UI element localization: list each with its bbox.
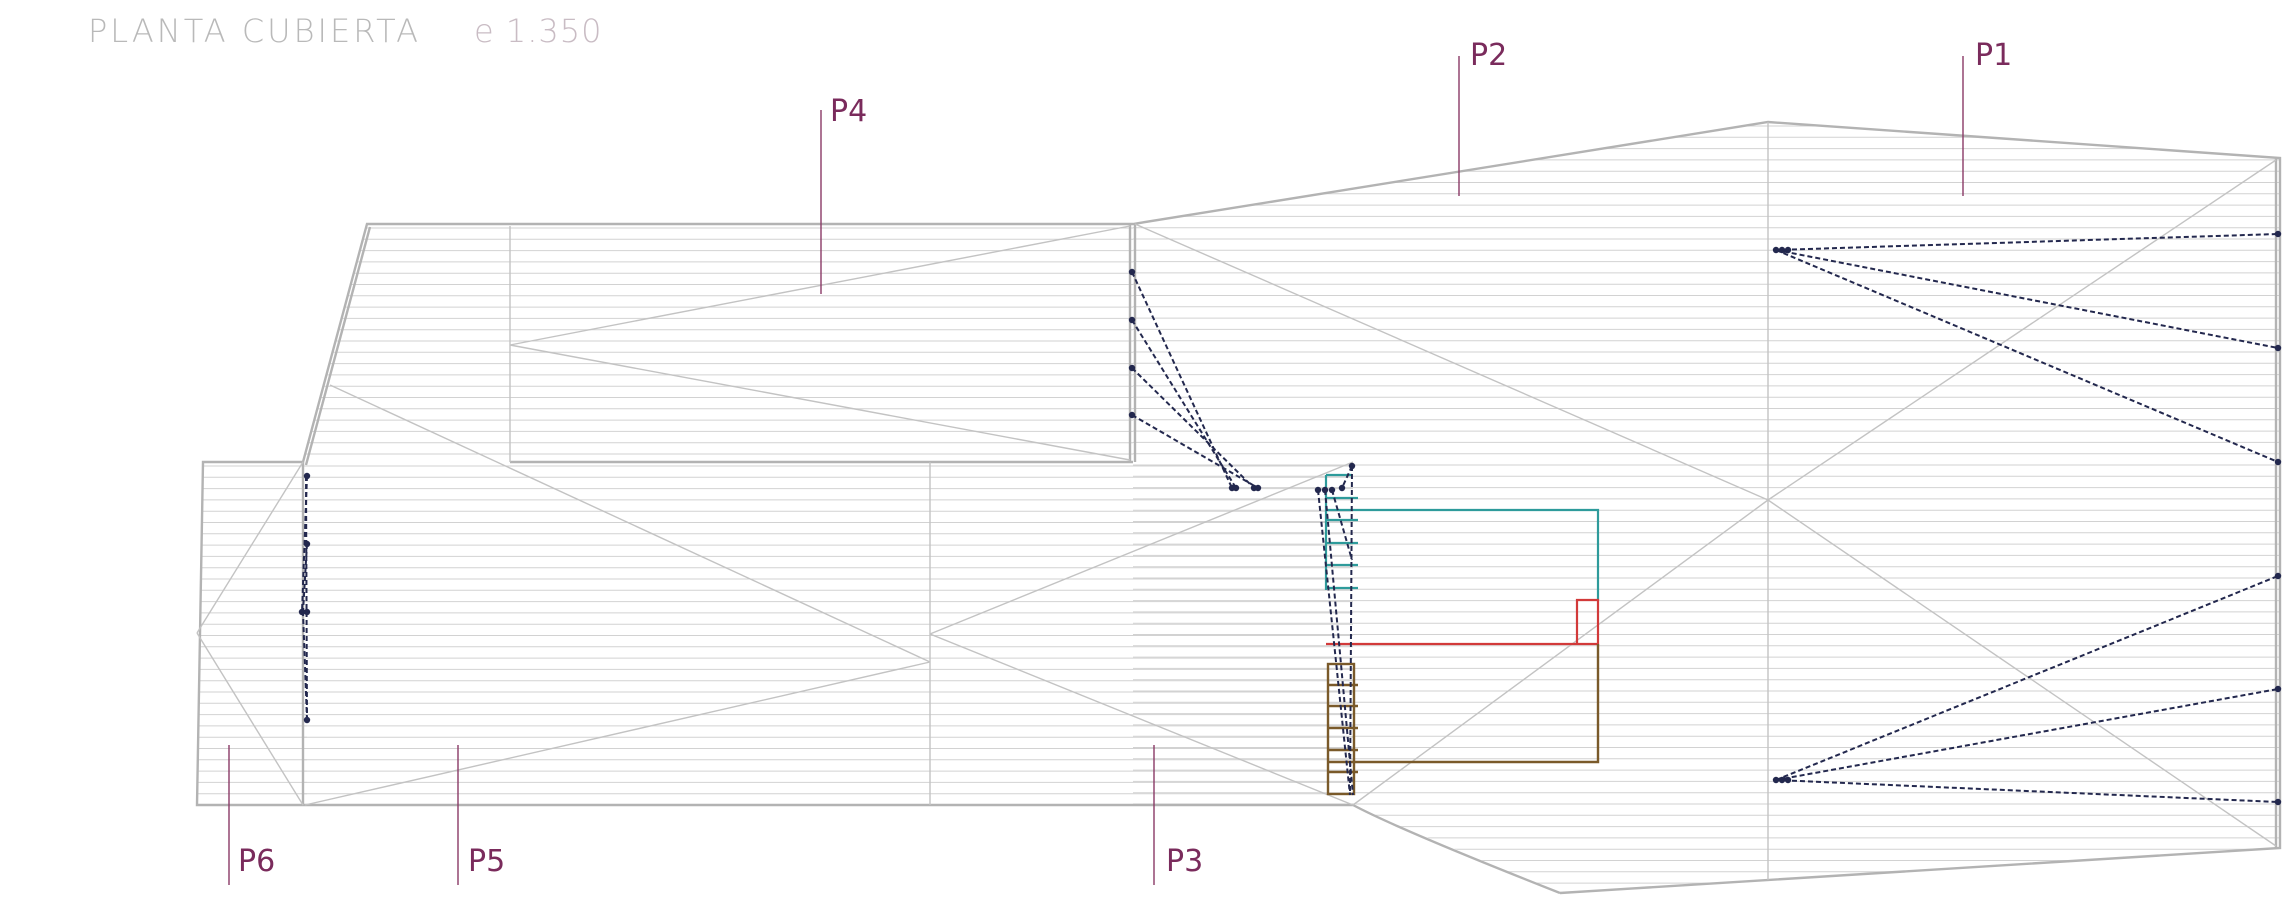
drain-point-icon <box>1232 484 1240 492</box>
label-leaders <box>228 56 1964 885</box>
drain-point-icon <box>2274 798 2282 806</box>
drain-point-icon <box>2274 572 2282 580</box>
label-p1: P1 <box>1975 38 2013 73</box>
drain-point-icon <box>1784 776 1792 784</box>
drawing-scale: e 1.350 <box>474 12 603 50</box>
label-p4: P4 <box>830 94 868 129</box>
drain-point-icon <box>303 608 311 616</box>
drain-point-icon <box>1321 486 1329 494</box>
drain-point-icon <box>1128 364 1136 372</box>
ridge-and-valley-lines <box>196 122 2277 880</box>
drain-point-icon <box>303 540 311 548</box>
drain-point-icon <box>1314 486 1322 494</box>
drawing-title: PLANTA CUBIERTA <box>88 12 422 50</box>
drain-point-icon <box>1772 246 1780 254</box>
label-p5: P5 <box>468 844 506 879</box>
label-p6: P6 <box>238 844 276 879</box>
drain-point-icon <box>1778 776 1786 784</box>
drain-point-icon <box>1778 246 1786 254</box>
drain-point-icon <box>303 472 311 480</box>
drain-point-icon <box>1254 484 1262 492</box>
drain-point-icon <box>1128 268 1136 276</box>
drain-point-icon <box>1128 316 1136 324</box>
drain-point-icon <box>1784 246 1792 254</box>
label-p2: P2 <box>1470 38 1508 73</box>
drain-point-icon <box>2274 344 2282 352</box>
drain-point-icon <box>2274 685 2282 693</box>
drain-point-icon <box>1348 462 1356 470</box>
hatch-zone <box>303 465 1353 805</box>
drain-point-icon <box>1328 486 1336 494</box>
drain-point-icon <box>303 716 311 724</box>
drain-point-icon <box>1128 411 1136 419</box>
drain-point-icon <box>298 608 306 616</box>
drainage-lines <box>298 230 2282 806</box>
drain-point-icon <box>2274 230 2282 238</box>
drain-point-icon <box>1338 484 1346 492</box>
drain-point-icon <box>1772 776 1780 784</box>
hatch-zone <box>197 465 307 805</box>
hatch-zone <box>303 227 1133 455</box>
roof-outline <box>195 120 2282 895</box>
drain-point-icon <box>2274 458 2282 466</box>
label-p3: P3 <box>1166 844 1204 879</box>
